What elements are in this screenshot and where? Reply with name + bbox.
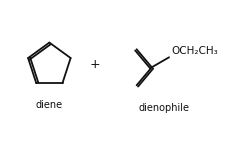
Text: +: +: [90, 58, 101, 71]
Text: OCH₂CH₃: OCH₂CH₃: [171, 46, 218, 56]
Text: dienophile: dienophile: [138, 103, 189, 113]
Text: diene: diene: [36, 100, 63, 110]
